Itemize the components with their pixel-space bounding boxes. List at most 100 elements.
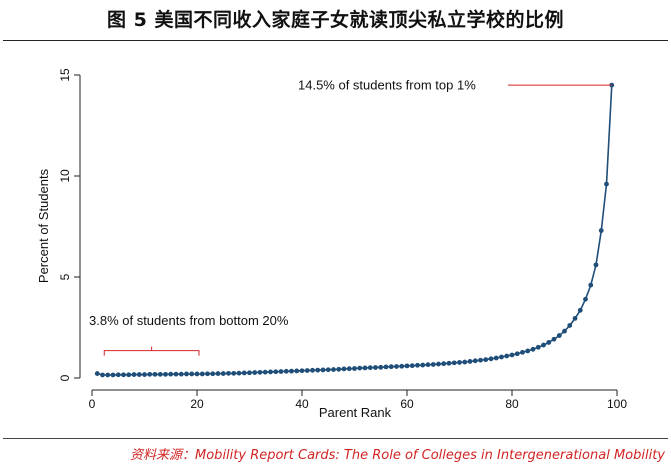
y-tick-label: 15 bbox=[58, 68, 72, 82]
x-tick-label: 80 bbox=[505, 397, 519, 411]
data-point bbox=[430, 362, 436, 367]
data-point bbox=[199, 371, 205, 377]
data-point bbox=[205, 371, 210, 377]
data-point bbox=[598, 228, 604, 233]
data-point bbox=[420, 362, 426, 368]
data-point bbox=[367, 365, 373, 371]
chart-marks bbox=[94, 82, 615, 378]
data-point bbox=[446, 360, 452, 366]
chart-axes: 0 5 10 15 0 20 40 60 80 100 bbox=[58, 68, 627, 411]
data-point bbox=[514, 351, 520, 357]
data-point bbox=[546, 340, 552, 345]
title-divider bbox=[3, 40, 668, 41]
page-title: 图 5 美国不同收入家庭子女就读顶尖私立学校的比例 bbox=[107, 9, 564, 31]
data-point bbox=[404, 363, 410, 369]
data-point bbox=[294, 368, 300, 374]
data-point bbox=[556, 333, 562, 338]
data-point bbox=[105, 372, 111, 378]
data-point bbox=[189, 371, 195, 377]
data-point bbox=[142, 372, 147, 377]
data-point bbox=[346, 366, 352, 372]
data-point bbox=[588, 282, 594, 288]
data-point bbox=[226, 370, 231, 376]
data-point bbox=[457, 360, 462, 365]
data-point bbox=[157, 371, 163, 377]
data-point bbox=[436, 361, 441, 367]
data-point bbox=[441, 361, 447, 367]
data-point bbox=[268, 369, 273, 375]
data-point bbox=[310, 367, 315, 373]
data-point bbox=[126, 372, 132, 378]
data-point bbox=[394, 364, 399, 369]
data-point bbox=[236, 370, 242, 376]
data-point bbox=[231, 370, 237, 376]
data-point bbox=[415, 362, 420, 368]
x-tick-label: 40 bbox=[295, 397, 309, 411]
top-callout-label: 14.5% of students from top 1% bbox=[298, 78, 476, 93]
data-point bbox=[577, 307, 583, 313]
data-point bbox=[121, 372, 126, 378]
data-point bbox=[451, 360, 457, 366]
chart-annotations: 14.5% of students from top 1% 3.8% of stu… bbox=[89, 78, 612, 356]
x-tick-label: 100 bbox=[607, 397, 627, 411]
x-tick-label: 20 bbox=[190, 397, 204, 411]
data-point bbox=[278, 369, 284, 374]
data-point bbox=[509, 352, 515, 358]
x-tick-label: 60 bbox=[400, 397, 414, 411]
data-point bbox=[357, 365, 363, 371]
data-point bbox=[178, 371, 184, 377]
data-point bbox=[383, 364, 389, 370]
chart-svg: 0 5 10 15 0 20 40 60 80 100 14.5% of students fro… bbox=[36, 68, 627, 420]
data-point bbox=[572, 316, 578, 321]
data-point bbox=[168, 371, 174, 377]
data-point bbox=[462, 359, 468, 365]
data-point bbox=[373, 365, 378, 370]
data-point bbox=[100, 372, 105, 378]
data-point bbox=[283, 368, 289, 374]
data-point bbox=[562, 328, 567, 334]
data-point bbox=[499, 354, 504, 360]
x-tick-label: 0 bbox=[89, 397, 96, 411]
data-point bbox=[530, 346, 536, 352]
data-point bbox=[247, 370, 252, 376]
data-point bbox=[320, 367, 326, 373]
data-point bbox=[488, 356, 494, 362]
data-point bbox=[220, 371, 226, 376]
data-point bbox=[315, 367, 321, 373]
footer-divider bbox=[3, 438, 668, 439]
data-point bbox=[604, 181, 609, 187]
data-point bbox=[388, 364, 394, 370]
data-point bbox=[173, 371, 179, 377]
data-point bbox=[341, 366, 347, 372]
y-axis-label: Percent of Students bbox=[36, 168, 51, 283]
data-point bbox=[362, 365, 368, 371]
data-point bbox=[163, 371, 168, 377]
data-point bbox=[478, 357, 483, 363]
data-point bbox=[115, 372, 121, 378]
data-point bbox=[483, 357, 489, 363]
data-point bbox=[472, 358, 478, 364]
source-note: 资料来源：Mobility Report Cards: The Role of … bbox=[130, 448, 665, 463]
data-point bbox=[583, 296, 588, 302]
data-point bbox=[378, 364, 384, 370]
data-point bbox=[325, 367, 331, 373]
series-line bbox=[97, 85, 613, 376]
data-point bbox=[520, 349, 525, 355]
data-point bbox=[551, 336, 557, 342]
data-point bbox=[136, 372, 142, 377]
data-point bbox=[252, 370, 258, 375]
data-point bbox=[147, 371, 153, 377]
data-point bbox=[94, 371, 100, 376]
data-point bbox=[425, 362, 431, 368]
data-point bbox=[493, 355, 499, 361]
y-tick-label: 10 bbox=[58, 169, 72, 183]
data-point bbox=[304, 368, 310, 373]
data-point bbox=[273, 369, 279, 375]
data-point bbox=[352, 366, 357, 371]
data-point bbox=[399, 363, 405, 369]
data-point bbox=[409, 363, 415, 369]
data-point bbox=[525, 348, 531, 354]
data-point bbox=[504, 353, 510, 359]
data-point bbox=[299, 368, 305, 374]
data-point bbox=[567, 323, 573, 328]
